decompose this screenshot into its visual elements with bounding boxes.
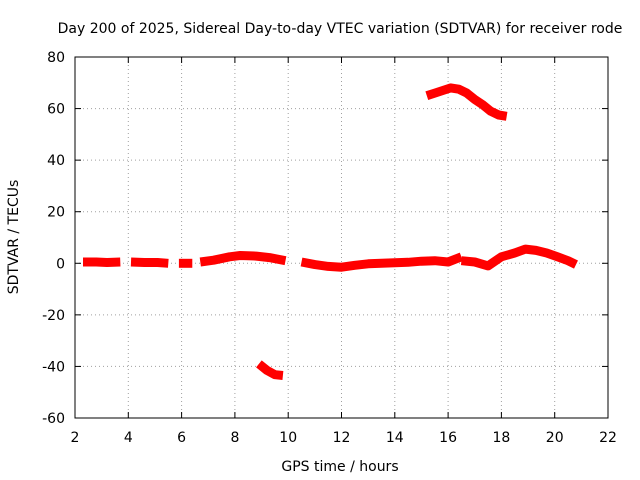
x-tick-label: 12 bbox=[333, 430, 351, 446]
y-tick-label: -40 bbox=[42, 359, 65, 375]
y-tick-label: 0 bbox=[56, 256, 65, 272]
x-tick-label: 2 bbox=[71, 430, 80, 446]
y-tick-label: 40 bbox=[47, 153, 65, 169]
series-arc-6 bbox=[300, 252, 464, 272]
y-tick-label: -60 bbox=[42, 411, 65, 427]
x-tick-label: 16 bbox=[439, 430, 457, 446]
x-tick-label: 8 bbox=[230, 430, 239, 446]
x-tick-label: 14 bbox=[386, 430, 404, 446]
x-tick-label: 4 bbox=[124, 430, 133, 446]
y-axis-label: SDTVAR / TECUs bbox=[6, 180, 22, 295]
grid-lines bbox=[75, 57, 608, 418]
chart-title: Day 200 of 2025, Sidereal Day-to-day VTE… bbox=[58, 21, 623, 37]
y-tick-label: 80 bbox=[47, 50, 65, 66]
x-axis-label: GPS time / hours bbox=[281, 459, 398, 475]
y-tick-label: 60 bbox=[47, 102, 65, 118]
x-tick-label: 18 bbox=[492, 430, 510, 446]
y-tick-label: 20 bbox=[47, 205, 65, 221]
tick-labels: 2 4 6 8 10 12 14 16 18 20 22 -60 -40 -20 0 20 40 60 80 bbox=[42, 50, 617, 446]
y-tick-label: -20 bbox=[42, 308, 65, 324]
series-arc-1 bbox=[83, 257, 121, 267]
series-arc-5 bbox=[256, 360, 284, 380]
series-arc-4 bbox=[199, 251, 287, 267]
x-tick-label: 10 bbox=[279, 430, 297, 446]
data-series bbox=[83, 83, 578, 380]
series-arc-2 bbox=[130, 257, 169, 268]
x-tick-label: 20 bbox=[546, 430, 564, 446]
series-arc-7 bbox=[460, 244, 578, 271]
x-tick-label: 6 bbox=[177, 430, 186, 446]
x-tick-label: 22 bbox=[599, 430, 617, 446]
axis-ticks bbox=[74, 56, 609, 419]
series-arc-8 bbox=[425, 83, 508, 121]
